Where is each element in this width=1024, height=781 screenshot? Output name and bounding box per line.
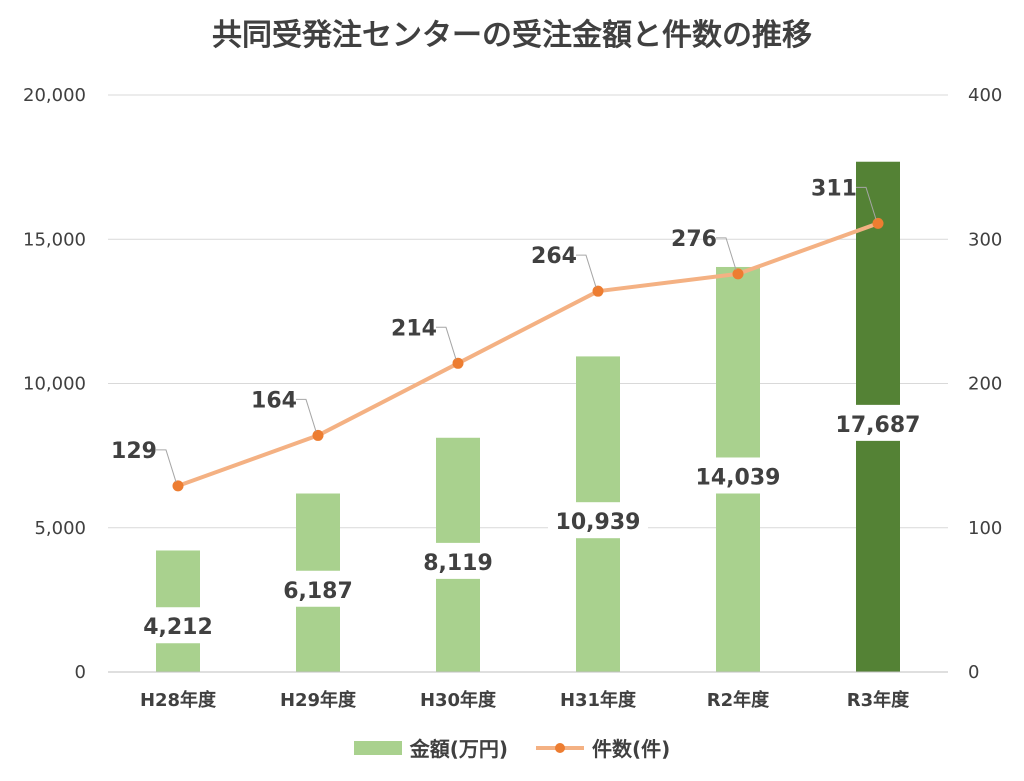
y-left-tick-label: 20,000: [23, 85, 86, 106]
x-category-label: H31年度: [560, 689, 637, 711]
count-value-label: 214: [391, 316, 437, 341]
legend-line-swatch: [536, 742, 584, 753]
count-point: [592, 285, 604, 297]
y-left-tick-label: 0: [75, 662, 86, 683]
y-right-tick-label: 100: [968, 518, 1002, 539]
bar-value-label: 6,187: [283, 579, 353, 604]
x-category-label: H28年度: [140, 689, 217, 711]
count-point: [872, 217, 884, 229]
count-value-label: 264: [531, 244, 577, 269]
y-right-tick-label: 0: [968, 662, 979, 683]
count-point: [732, 268, 744, 280]
x-category-label: R3年度: [847, 689, 910, 711]
legend-bar-swatch: [353, 740, 402, 755]
bar-label-bg: [275, 570, 361, 607]
bar-label-bg: [828, 404, 928, 441]
legend-item-count[interactable]: 件数(件): [536, 733, 670, 762]
y-left-tick-label: 5,000: [34, 518, 86, 539]
count-value-label: 129: [111, 439, 157, 464]
leader-line: [716, 237, 737, 271]
data-labels: 4,212 6,187 8,119 10,939 14,039 17,687 129 164 2…: [111, 176, 928, 644]
legend-count-label: 件数(件): [592, 737, 671, 761]
count-line: [172, 217, 884, 492]
count-point: [452, 357, 464, 369]
leader-line: [576, 254, 597, 288]
count-point: [312, 429, 324, 441]
bar-value-label: 8,119: [423, 551, 493, 576]
bar-value-label: 17,687: [836, 413, 921, 438]
chart-title: 共同受発注センターの受注金額と件数の推移: [212, 18, 812, 53]
count-line-path: [177, 221, 879, 488]
bar-label-bg: [548, 502, 648, 539]
bar-label-bg: [135, 607, 221, 644]
leader-line: [856, 186, 877, 220]
bar-value-label: 10,939: [556, 510, 641, 535]
count-value-label: 311: [811, 176, 857, 201]
bar-value-label: 14,039: [696, 465, 781, 490]
y-left-tick-label: 10,000: [23, 374, 86, 395]
leader-line: [296, 398, 317, 432]
leader-line: [156, 449, 177, 483]
y-right-tick-label: 300: [968, 229, 1002, 250]
y-right-tick-label: 200: [968, 374, 1002, 395]
count-point: [172, 480, 184, 492]
legend: 金額(万円) 件数(件): [0, 733, 1024, 762]
y-right-tick-label: 400: [968, 85, 1002, 106]
count-value-label: 276: [671, 227, 717, 252]
bar-label-bg: [415, 542, 501, 579]
x-category-label: H30年度: [420, 689, 497, 711]
bars: [156, 161, 900, 673]
bar-value-label: 4,212: [143, 615, 213, 640]
x-category-label: R2年度: [707, 689, 770, 711]
leader-line: [436, 326, 457, 360]
legend-amount-label: 金額(万円): [409, 737, 508, 761]
count-value-label: 164: [251, 388, 297, 413]
x-category-label: H29年度: [280, 689, 357, 711]
axes: 0 0 5,000 100 10,000 200 15,000 300 20,000 400 H28…: [23, 85, 1002, 711]
y-left-tick-label: 15,000: [23, 229, 86, 250]
legend-item-amount[interactable]: 金額(万円): [353, 733, 508, 762]
bar-label-bg: [688, 457, 788, 494]
